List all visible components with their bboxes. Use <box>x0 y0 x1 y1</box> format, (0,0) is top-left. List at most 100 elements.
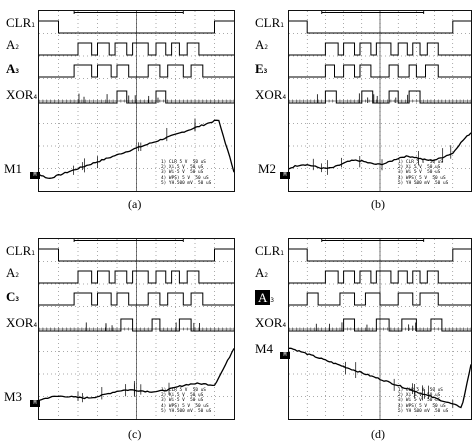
a-input-trace <box>39 270 234 284</box>
signal-label-1: A2 <box>6 266 19 282</box>
legend-line: 1) CLR 5 V 50 uS <box>398 160 443 165</box>
signal-label-1: A2 <box>6 38 19 54</box>
oscilloscope-screen <box>288 238 472 420</box>
channel-marker: 3 <box>15 296 20 303</box>
oscilloscope-screen <box>38 238 235 420</box>
panel-caption: (a) <box>128 197 142 211</box>
scope-graticule-svg <box>39 11 234 191</box>
second-input-trace <box>289 64 471 78</box>
math-channel-label: M3 <box>4 389 23 404</box>
channel-marker: 1 <box>31 22 35 29</box>
channel-marker: 2 <box>15 44 20 51</box>
scope-graticule-svg <box>39 239 234 419</box>
signal-label-text: CLR <box>255 15 281 30</box>
math-channel-label: M2 <box>258 161 277 176</box>
signal-label-0: CLR1 <box>255 244 284 260</box>
channel-marker: 1 <box>31 250 35 257</box>
signal-label-text: XOR <box>6 315 34 330</box>
second-input-trace <box>289 292 471 306</box>
channel-settings-legend: 1) CLR 5 V 50 uS 2) Xi 5 V 50 uS 3) Wi 5 V… <box>161 388 211 414</box>
trigger-bracket <box>321 11 425 14</box>
math-channel-label: M4 <box>255 341 274 356</box>
signal-label-1: A2 <box>255 266 268 282</box>
second-input-trace <box>39 292 234 306</box>
signal-label-text: A <box>255 37 265 52</box>
analog-output-trace <box>289 132 471 170</box>
math-channel-tag: M <box>280 172 290 179</box>
channel-settings-legend: 1) CLR 5 V 50 uS 2) Xi 5 V 50 uS 3) Wi 5 V… <box>398 160 448 186</box>
channel-marker: 3 <box>263 68 268 75</box>
legend-line: 1) CLR 5 V 50 uS <box>398 388 443 393</box>
channel-settings-legend: 1) CLR 5 V 50 uS 2) Xi 5 V 50 uS 3) Wi 5 V… <box>161 160 211 186</box>
legend-line: 3) Wi 5 V 50 uS <box>161 398 204 404</box>
legend-line: 1) CLR 5 V 50 uS <box>161 160 206 165</box>
legend-line: 1) CLR 5 V 50 uS <box>161 388 206 393</box>
channel-marker: 4 <box>33 94 38 101</box>
trigger-bracket <box>321 239 425 242</box>
xor-trace <box>289 318 471 332</box>
trigger-bracket <box>73 239 184 242</box>
clr-trace <box>39 20 234 34</box>
math-channel-tag: M <box>280 352 290 359</box>
scope-graticule-svg <box>289 239 471 419</box>
oscilloscope-screen <box>288 10 472 192</box>
signal-label-text: A <box>255 290 271 305</box>
clr-trace <box>289 20 471 34</box>
a-input-trace <box>289 42 471 56</box>
math-channel-tag: M <box>30 172 40 179</box>
legend-line: 5) YH 500 mV 50 uS <box>398 408 449 414</box>
signal-label-text: A <box>6 61 16 76</box>
channel-marker: 4 <box>282 94 287 101</box>
signal-label-3: XOR4 <box>6 88 37 104</box>
channel-marker: 4 <box>282 322 287 329</box>
signal-label-3: XOR4 <box>255 316 286 332</box>
channel-marker: 2 <box>15 272 20 279</box>
scope-graticule-svg <box>289 11 471 191</box>
channel-marker: 3 <box>270 297 275 304</box>
signal-label-text: A <box>6 265 16 280</box>
signal-label-0: CLR1 <box>6 16 35 32</box>
signal-label-1: A2 <box>255 38 268 54</box>
legend-line: 4) WPS) 5 V 50 uS <box>398 175 446 181</box>
math-channel-label: M1 <box>4 161 23 176</box>
signal-label-text: XOR <box>255 87 283 102</box>
signal-label-3: XOR4 <box>255 88 286 104</box>
signal-label-2: C3 <box>6 290 19 306</box>
signal-label-text: E <box>255 61 264 76</box>
signal-label-text: XOR <box>255 315 283 330</box>
a-input-trace <box>39 42 234 56</box>
legend-line: 5) YH 500 mV 50 uS <box>161 408 212 414</box>
channel-marker: 2 <box>264 272 269 279</box>
signal-label-text: A <box>6 37 16 52</box>
signal-label-0: CLR1 <box>6 244 35 260</box>
legend-line: 3) Wi 5 V 50 uS <box>161 170 204 176</box>
legend-line: 5) YH 500 mV 50 uS <box>161 180 212 186</box>
panel-caption: (d) <box>371 427 385 441</box>
channel-marker: 1 <box>280 22 284 29</box>
legend-line: 2) Xi 5 V 50 uS <box>161 165 204 171</box>
math-channel-tag: M <box>30 400 40 407</box>
channel-marker: 3 <box>15 68 20 75</box>
xor-trace <box>289 90 471 104</box>
channel-marker: 1 <box>280 250 284 257</box>
clr-trace <box>39 248 234 262</box>
analog-output-trace <box>39 348 234 402</box>
analog-output-trace <box>39 119 234 179</box>
signal-label-text: CLR <box>6 243 32 258</box>
signal-label-text: XOR <box>6 87 34 102</box>
analog-output-trace <box>289 347 471 409</box>
panel-caption: (c) <box>128 427 142 441</box>
xor-trace <box>39 90 234 104</box>
legend-line: 2) Xi 5 V 50 uS <box>161 393 204 399</box>
signal-label-text: A <box>255 265 265 280</box>
signal-label-text: C <box>6 289 16 304</box>
channel-marker: 2 <box>264 44 269 51</box>
channel-marker: 4 <box>33 322 38 329</box>
second-input-trace <box>39 64 234 78</box>
legend-line: 5) YH 500 mV 50 uS <box>398 180 449 186</box>
signal-label-2: A3 <box>6 62 19 78</box>
legend-line: 2) Xi 5 V 50 uS <box>398 393 441 399</box>
trigger-bracket <box>73 11 184 14</box>
